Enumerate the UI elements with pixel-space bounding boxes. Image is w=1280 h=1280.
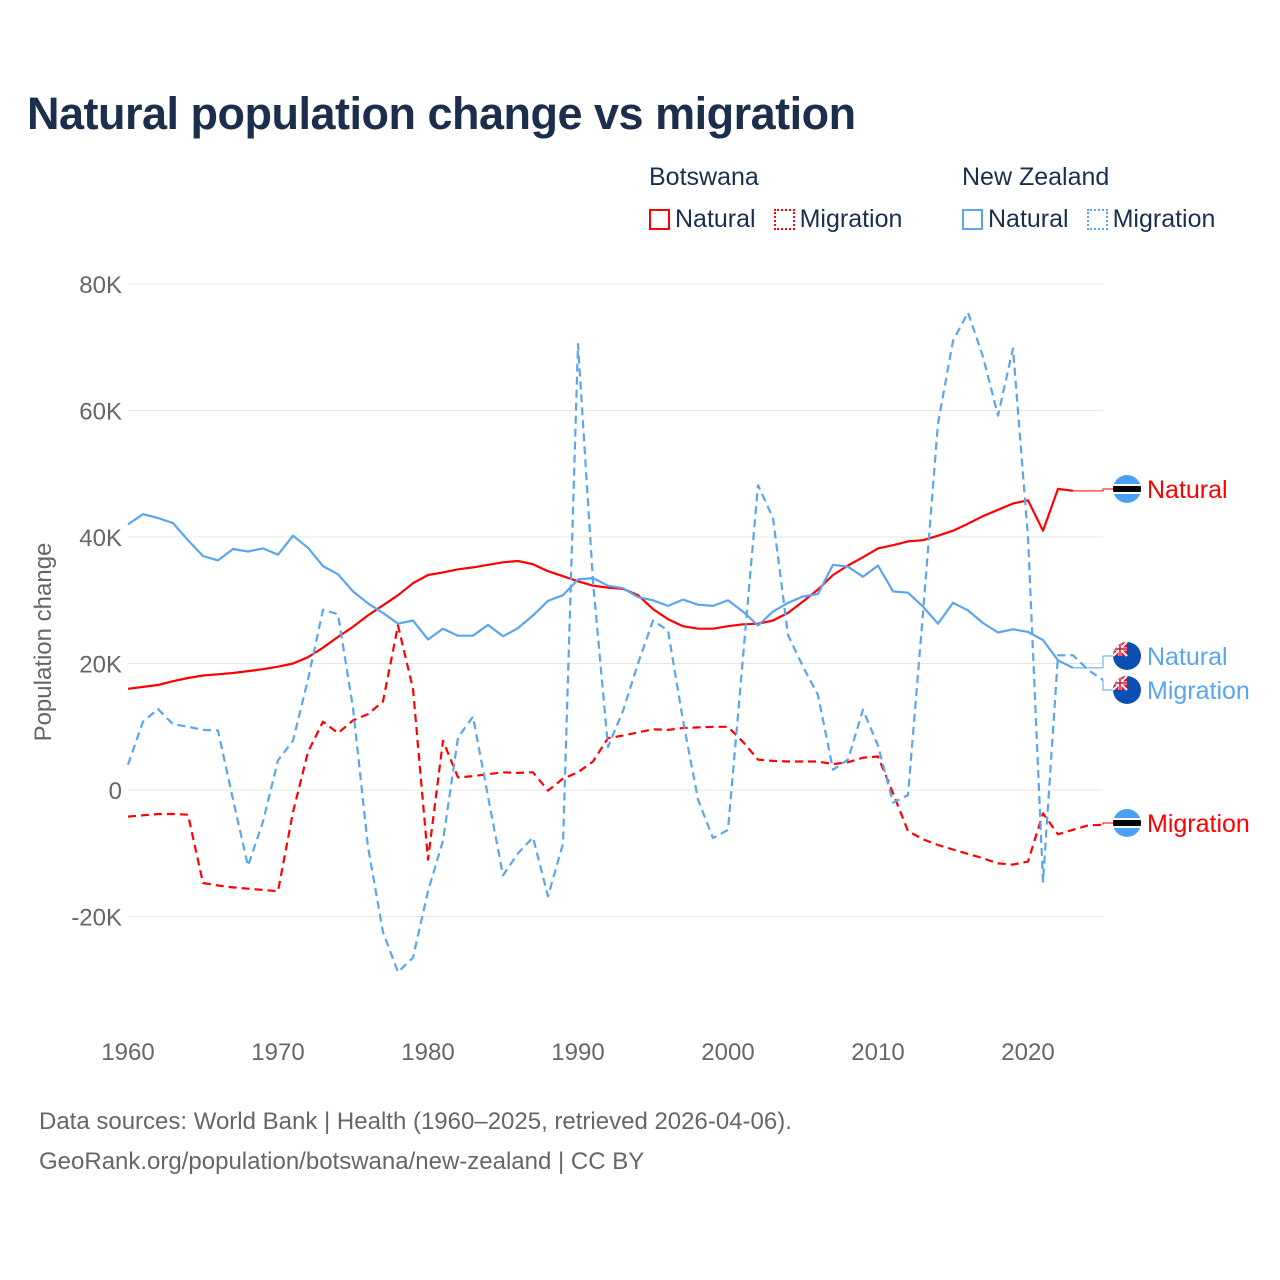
source-url[interactable]: GeoRank.org/population/botswana/new-zeal…	[39, 1148, 645, 1175]
label-connector	[1102, 822, 1115, 825]
line-chart: -20K 0 20K 40K 60K 80K 1960 1970 1980 1990 2000 20…	[30, 272, 1250, 1066]
y-tick-label: -20K	[71, 905, 122, 932]
legend-swatch-dotted	[1086, 209, 1108, 230]
series-end-label: Natural	[1147, 643, 1228, 671]
series-line-new-zealand-natural[interactable]	[127, 513, 1074, 669]
legend-country-label: Botswana	[649, 163, 759, 191]
legend-item-botswana-natural[interactable]: Natural	[649, 205, 756, 234]
legend-label: Migration	[799, 205, 903, 233]
legend-label: Natural	[988, 205, 1069, 233]
legend-swatch-dotted	[773, 209, 795, 230]
y-tick-label: 80K	[79, 272, 122, 299]
series-lines	[126, 311, 1104, 974]
legend-item-nz-migration[interactable]: Migration	[1086, 205, 1216, 234]
series-end-label: Natural	[1147, 476, 1228, 504]
legend-swatch-solid	[649, 209, 670, 230]
label-connector	[1073, 655, 1115, 669]
legend-item-nz-natural[interactable]: Natural	[962, 205, 1069, 234]
x-tick-label: 2020	[1001, 1039, 1054, 1066]
y-tick-label: 0	[109, 778, 122, 805]
x-tick-label: 1970	[251, 1039, 304, 1066]
legend-item-botswana-migration[interactable]: Migration	[773, 205, 903, 234]
end-labels: Natural Migration Natural Migration	[1073, 475, 1250, 838]
chart-title: Natural population change vs migration	[27, 88, 856, 139]
y-tick-label: 60K	[79, 399, 122, 426]
series-line-botswana-natural[interactable]	[127, 487, 1074, 690]
series-end-label: Migration	[1147, 810, 1250, 838]
x-tick-label: 1990	[551, 1039, 604, 1066]
x-tick-label: 2000	[701, 1039, 754, 1066]
new-zealand-flag-icon	[1113, 676, 1141, 704]
y-tick-label: 20K	[79, 652, 122, 679]
y-axis: -20K 0 20K 40K 60K 80K	[71, 272, 122, 932]
x-axis: 1960 1970 1980 1990 2000 2010 2020	[101, 1039, 1054, 1066]
legend-country-label: New Zealand	[962, 163, 1110, 191]
legend-label: Migration	[1112, 205, 1216, 233]
source-note: Data sources: World Bank | Health (1960–…	[39, 1108, 792, 1135]
botswana-flag-icon	[1113, 809, 1141, 837]
new-zealand-flag-icon	[1113, 642, 1141, 670]
series-end-label: Migration	[1147, 677, 1250, 705]
grid-lines	[128, 283, 1103, 917]
legend-group-new-zealand: New Zealand Natural Migration	[962, 163, 1215, 234]
x-tick-label: 1960	[101, 1039, 154, 1066]
legend-swatch-solid	[962, 209, 983, 230]
x-tick-label: 1980	[401, 1039, 454, 1066]
botswana-flag-icon	[1113, 475, 1141, 503]
legend-label: Natural	[675, 205, 756, 233]
series-line-new-zealand-migration[interactable]	[126, 311, 1104, 974]
y-tick-label: 40K	[79, 525, 122, 552]
label-connector	[1073, 488, 1115, 492]
legend-group-botswana: Botswana Natural Migration	[649, 163, 902, 234]
y-axis-label: Population change	[30, 543, 57, 742]
series-line-botswana-migration[interactable]	[127, 624, 1104, 893]
label-connector	[1102, 679, 1115, 691]
x-tick-label: 2010	[851, 1039, 904, 1066]
